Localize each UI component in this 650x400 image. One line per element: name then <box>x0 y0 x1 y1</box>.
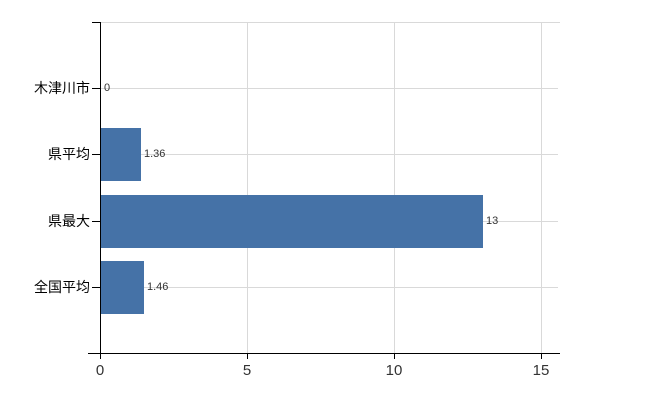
plot-top-border <box>100 22 560 23</box>
category-tick <box>92 88 100 89</box>
x-tick-label: 0 <box>95 362 105 379</box>
x-tick <box>394 353 395 359</box>
category-label: 木津川市 <box>34 80 90 96</box>
category-label: 県最大 <box>48 213 90 229</box>
category-label: 県平均 <box>48 146 90 162</box>
x-tick-label: 15 <box>532 362 550 379</box>
category-tick <box>92 154 100 155</box>
y-axis <box>100 22 101 359</box>
x-tick-label: 10 <box>385 362 403 379</box>
x-tick-label: 5 <box>242 362 252 379</box>
value-label: 13 <box>486 215 499 227</box>
x-tick <box>541 353 542 359</box>
category-gridline <box>100 287 558 288</box>
axis-top-tick <box>92 22 100 23</box>
value-label: 0 <box>104 82 111 94</box>
x-axis <box>88 353 560 354</box>
category-tick <box>92 287 100 288</box>
value-label: 1.46 <box>147 281 169 293</box>
bar <box>101 261 144 314</box>
bar <box>101 195 483 248</box>
x-gridline <box>394 22 395 353</box>
x-gridline <box>247 22 248 353</box>
category-label: 全国平均 <box>34 279 90 295</box>
x-gridline <box>541 22 542 353</box>
category-gridline <box>100 154 558 155</box>
x-tick <box>247 353 248 359</box>
category-gridline <box>100 88 558 89</box>
bar <box>101 128 141 181</box>
category-tick <box>92 221 100 222</box>
value-label: 1.36 <box>144 148 166 160</box>
